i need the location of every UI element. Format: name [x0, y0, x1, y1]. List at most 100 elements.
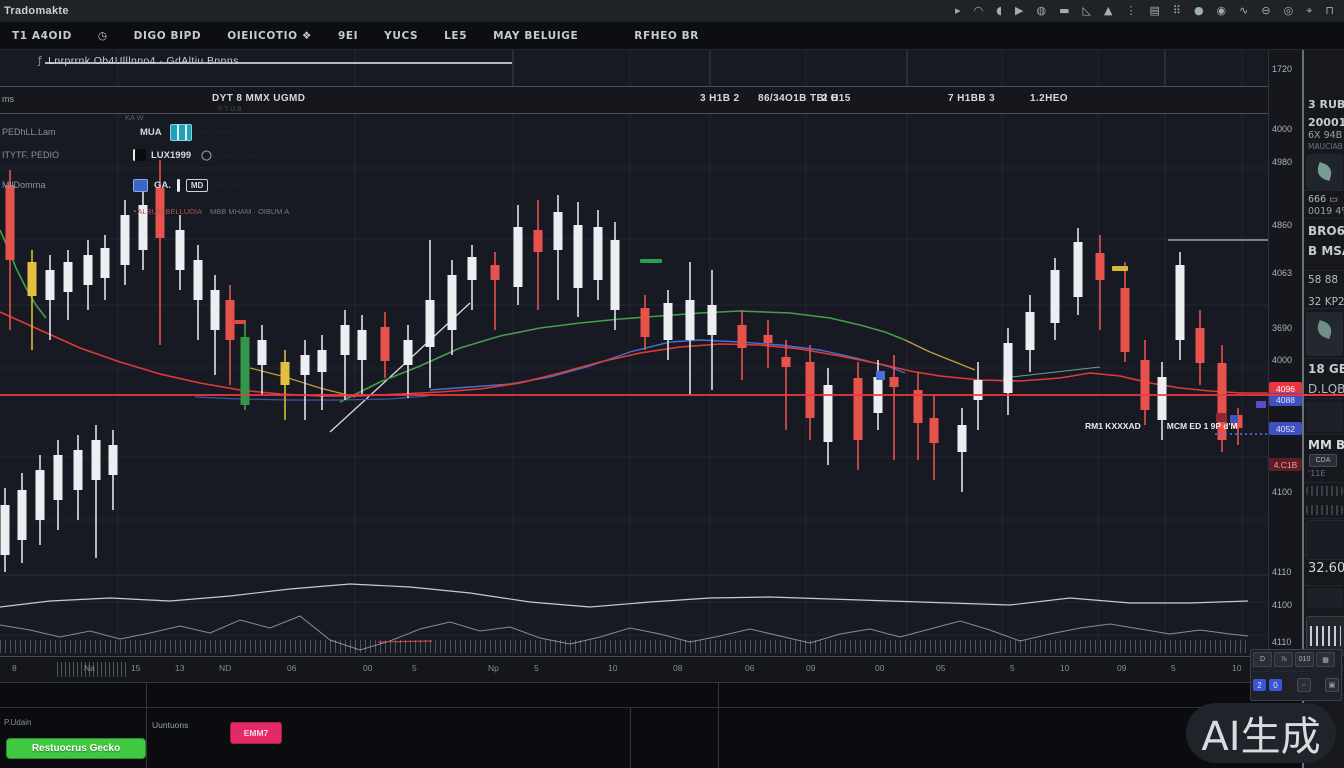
time-label: 8 [12, 663, 17, 673]
legend-row-3-bar-icon [176, 178, 180, 192]
record-icon[interactable]: ◍ [1036, 4, 1047, 17]
sidebar-row: 58 88 [1308, 274, 1339, 286]
band-sub-label: PTOB ········ [218, 106, 281, 113]
leaf-icon [1315, 320, 1334, 339]
symbol-icon: ƒ [38, 55, 43, 67]
buy-section-label: P.Udain [4, 718, 32, 727]
chart-mini-toolbar[interactable]: D ⅞ 010 ▦ ··· ·· ····· ·· ··· 2 0 ▫ ▣ [1250, 649, 1342, 701]
legend-row-1[interactable]: PEDhLL.Lam MUA ········ [0, 123, 239, 141]
mini-toolbar-caption: ··· ·· ····· ·· ··· [1253, 669, 1309, 675]
minus-circle-icon[interactable]: ⊖ [1261, 4, 1271, 17]
mini-toolbar-blue-button-0[interactable]: 2 [1253, 679, 1266, 691]
sidebar-chip[interactable]: CDA [1309, 454, 1337, 467]
sidebar-divider [1304, 482, 1344, 483]
bottom-panel-divider [718, 683, 719, 768]
band-item: 1.2HEO [1030, 93, 1068, 104]
panel-icon[interactable]: ▤ [1149, 4, 1160, 17]
sell-button[interactable]: EMM7 [230, 722, 282, 744]
legend-row-2[interactable]: ITYTF. PEDIO LUX1999 ◯ ········· [0, 147, 262, 163]
price-label: 3690 [1272, 323, 1293, 333]
mini-toolbar-gray-button-0[interactable]: ▫ [1296, 678, 1311, 692]
mini-toolbar-button-2[interactable]: 010 [1295, 652, 1314, 667]
crosshair-icon[interactable]: ⌖ [1306, 4, 1313, 17]
sidebar-box-dark30[interactable] [1306, 402, 1343, 432]
mini-toolbar-button-3[interactable]: ▦ [1316, 652, 1335, 667]
price-label: 4110 [1272, 567, 1292, 577]
hood-icon[interactable]: ◠ [973, 4, 984, 17]
legend-row-2-chip-icon[interactable] [133, 149, 146, 161]
mini-toolbar-button-1[interactable]: ⅞ [1274, 652, 1293, 667]
wave-icon[interactable]: ∿ [1239, 4, 1249, 17]
legend-row-3-chip-icon[interactable] [133, 178, 148, 192]
mini-toolbar-blue-button-1[interactable]: 0 [1269, 679, 1282, 691]
bottom-panel-hline [0, 707, 1260, 708]
play2-icon[interactable]: ▶ [1015, 4, 1024, 17]
legend-row-3-box[interactable]: MD [185, 178, 209, 192]
toolbar-item-2[interactable]: DIGO BIPD [133, 29, 202, 42]
time-label: 09 [1117, 663, 1127, 673]
time-label: 5 [1171, 663, 1176, 673]
legend-row-2-circle-icon[interactable]: ◯ [201, 149, 212, 161]
mini-toolbar-gray-button-1[interactable]: ▣ [1325, 678, 1339, 692]
legend-row-1-chip-icon[interactable] [169, 123, 192, 141]
bottom-panel-divider [146, 683, 147, 768]
triangle-icon[interactable]: ▲ [1104, 4, 1113, 17]
ring-icon[interactable]: ◎ [1283, 4, 1294, 17]
circle-icon[interactable]: ● [1193, 4, 1204, 17]
sidebar-divider [1304, 398, 1344, 399]
minus-icon[interactable]: ▬ [1059, 4, 1070, 17]
sidebar-divider [1304, 585, 1344, 586]
sidebar-row: 666 ▭ [1308, 194, 1339, 205]
toolbar-item-8[interactable]: RFHEO BR [634, 29, 699, 42]
price-label: 4100 [1272, 487, 1293, 497]
half-circle-icon[interactable]: ◖ [996, 4, 1003, 17]
mini-toolbar-button-0[interactable]: D [1253, 652, 1272, 667]
toolbar-item-0[interactable]: T1 A4OID [12, 29, 72, 42]
band-left-label: ms [2, 94, 14, 104]
time-axis[interactable]: 8 Na 15 13 ND 06 00 5 Np 5 10 08 06 09 00 05 5 10 09 5 10 [0, 656, 1268, 684]
band-item: 86/34O1B TBl O [758, 93, 839, 104]
price-axis[interactable]: 1720 4000 4980 4860 4063 3690 4000 4100 4110 4100… [1268, 50, 1303, 682]
target-icon[interactable]: ◉ [1216, 4, 1227, 17]
time-label: 5 [534, 663, 539, 673]
dock-icon[interactable]: ⊓ [1325, 4, 1334, 17]
chart-annotation-1: RM1 KXXXAD [1085, 421, 1141, 431]
sidebar-divider [1304, 518, 1344, 519]
toolbar-item-6[interactable]: LE5 [444, 29, 468, 42]
symbol-title[interactable]: ƒ Lnrprrnk Ob4Ulllnno4 · GdAltiu Bnnns [38, 55, 239, 67]
price-tag: 4052 [1269, 422, 1302, 435]
sidebar-row: 32.60 [1308, 561, 1344, 576]
toolbar-item-1[interactable]: ◷ [97, 29, 108, 42]
legend-row-2-trail: ········· [219, 150, 262, 160]
candles[interactable] [0, 160, 1243, 572]
sidebar-box-leaf2[interactable] [1306, 312, 1343, 356]
chart-svg[interactable] [0, 50, 1268, 682]
sell-section-label: Uuntuons [152, 720, 189, 730]
alert-line-extension[interactable] [1268, 394, 1344, 396]
more-icon[interactable]: ⋮ [1125, 4, 1137, 17]
chart-area[interactable]: ƒ Lnrprrnk Ob4Ulllnno4 · GdAltiu Bnnns ms… [0, 50, 1268, 682]
alert-annotation-gray: MBB MHAM · OIBUM A [210, 207, 290, 216]
band-item: 7 H1BB 3 [948, 93, 996, 104]
buy-button[interactable]: Restuocrus Gecko [6, 738, 146, 759]
play-icon[interactable]: ▸ [955, 4, 961, 17]
grid-dots-icon[interactable]: ⠿ [1172, 4, 1181, 17]
price-label: 1720 [1272, 64, 1293, 74]
sidebar-row: MAUCIAB [1308, 142, 1343, 151]
sidebar-divider [1304, 270, 1344, 271]
sidebar-box-hatch[interactable] [1306, 486, 1343, 496]
price-tag: 4.C1B [1269, 458, 1302, 471]
toolbar-item-3[interactable]: OIEIICOTIO ❖ [227, 29, 312, 42]
sidebar-box-hatch[interactable] [1306, 505, 1343, 515]
legend-row-3[interactable]: MllDomrna GA. MD ······ [0, 177, 245, 193]
sidebar-box-leaf[interactable] [1306, 154, 1343, 190]
wedge-icon[interactable]: ◺ [1082, 4, 1091, 17]
sidebar-box-dark20[interactable] [1306, 588, 1343, 608]
sidebar-divider [1304, 218, 1344, 219]
sidebar-box-dark38[interactable] [1306, 520, 1344, 560]
toolbar-item-7[interactable]: MAY BELUIGE [493, 29, 579, 42]
sidebar-divider [1304, 308, 1344, 309]
toolbar-item-5[interactable]: YUCS [384, 29, 419, 42]
toolbar-item-4[interactable]: 9EI [337, 29, 359, 42]
